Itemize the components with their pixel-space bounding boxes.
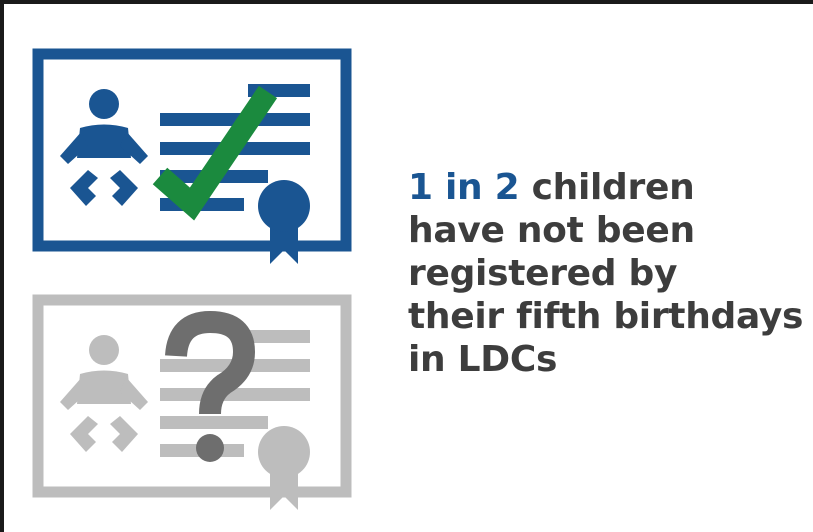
statistic-highlight: 1 in 2 [408, 167, 520, 208]
statement-line-1-rest: children [519, 167, 695, 208]
baby-icon [60, 335, 148, 452]
seal-icon [258, 426, 310, 510]
statement-line-4: their fifth birthdays [408, 296, 804, 337]
statement-line-5: in LDCs [408, 339, 558, 380]
statement-line-2: have not been [408, 210, 695, 251]
baby-icon [60, 89, 148, 206]
unregistered-certificate-icon [32, 294, 352, 510]
seal-icon [258, 180, 310, 264]
registered-certificate-icon [32, 48, 352, 264]
statement-line-3: registered by [408, 253, 678, 294]
statistic-statement: 1 in 2 children have not been registered… [408, 166, 808, 381]
statement-line-1: 1 in 2 children [408, 166, 808, 209]
checkmark-icon [152, 85, 278, 221]
question-mark-icon [165, 310, 256, 462]
